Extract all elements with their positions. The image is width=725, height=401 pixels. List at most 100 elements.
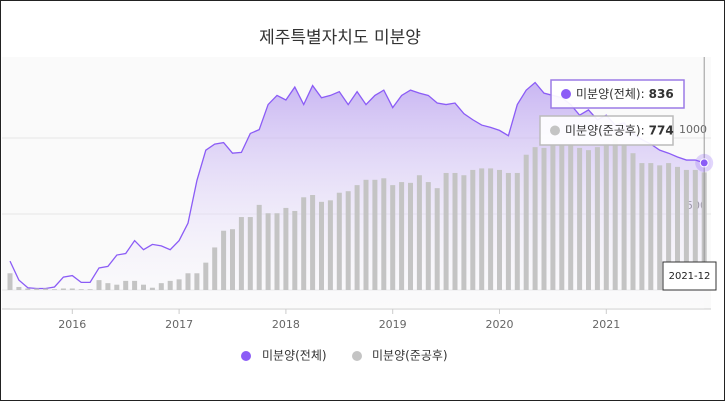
- bar: [176, 279, 182, 290]
- tooltip-value: 774: [649, 123, 674, 137]
- bar: [230, 229, 235, 290]
- legend-swatch: [352, 351, 362, 361]
- bar: [372, 179, 378, 290]
- x-tick-label: 2018: [272, 318, 300, 331]
- bar: [692, 169, 698, 290]
- bar: [132, 280, 138, 290]
- bar: [577, 147, 583, 290]
- tooltip-box: [539, 115, 674, 146]
- bar: [532, 147, 538, 290]
- bar: [586, 150, 591, 290]
- bar: [434, 188, 440, 290]
- tooltip-series: 미분양(준공후): [565, 123, 641, 137]
- bar: [461, 175, 467, 290]
- tooltip-dot: [561, 89, 571, 99]
- bar: [203, 262, 209, 290]
- bar: [7, 273, 13, 290]
- bar: [301, 197, 307, 290]
- bar: [274, 213, 280, 290]
- bar: [256, 204, 262, 290]
- bar: [212, 247, 218, 290]
- bar: [158, 283, 164, 290]
- bar: [675, 166, 680, 290]
- bar: [25, 288, 31, 290]
- bar: [497, 169, 502, 290]
- bar: [336, 192, 342, 290]
- bar: [60, 288, 66, 290]
- tooltip-series: 미분양(전체): [576, 87, 641, 101]
- bar: [514, 172, 520, 290]
- bar: [167, 280, 173, 290]
- bar: [105, 283, 111, 290]
- y-tick-label: 1000: [679, 123, 707, 136]
- bar: [505, 172, 511, 290]
- tooltip-separator: :: [641, 123, 645, 137]
- x-tick-label: 2021: [592, 318, 620, 331]
- bar: [363, 179, 369, 290]
- bar: [399, 182, 405, 290]
- bar: [87, 289, 93, 290]
- bar: [114, 284, 120, 290]
- bar: [345, 191, 351, 290]
- bar: [283, 207, 289, 290]
- tooltip-text: 미분양(준공후): 774: [565, 123, 674, 137]
- bar: [194, 273, 200, 290]
- bar: [470, 169, 476, 290]
- bar: [123, 280, 129, 290]
- tooltip-text: 미분양(전체): 836: [576, 87, 674, 101]
- bar: [630, 153, 636, 290]
- x-tick-label: 2017: [165, 318, 193, 331]
- bar: [381, 178, 387, 290]
- bar: [141, 284, 146, 290]
- bar: [185, 273, 191, 290]
- bar: [52, 289, 57, 290]
- bar: [327, 200, 333, 290]
- bar: [247, 217, 253, 290]
- bar: [425, 182, 431, 290]
- bar: [78, 289, 84, 290]
- bar: [408, 182, 413, 290]
- bar: [541, 147, 547, 290]
- bar: [443, 172, 449, 290]
- bar: [69, 288, 75, 290]
- tooltip-dot: [550, 125, 560, 136]
- legend-label: 미분양(전체): [262, 349, 327, 363]
- legend-swatch: [241, 351, 251, 361]
- bar: [594, 147, 600, 290]
- tooltip-x-box: [662, 261, 717, 291]
- bar: [34, 288, 40, 290]
- bar: [319, 201, 324, 290]
- legend-label: 미분양(준공후): [372, 349, 448, 363]
- bar: [559, 144, 565, 290]
- bar: [479, 168, 485, 290]
- x-tick-label: 2016: [58, 318, 86, 331]
- line: [9, 81, 705, 290]
- tooltip-box: [550, 79, 685, 109]
- bar: [416, 175, 422, 290]
- tooltip-x: 2021-12: [669, 271, 711, 282]
- bar: [452, 172, 458, 290]
- bar: [666, 163, 672, 290]
- bar: [657, 165, 663, 290]
- marker: [699, 158, 709, 168]
- bar: [354, 185, 360, 290]
- bar: [603, 143, 609, 290]
- bar: [683, 169, 689, 290]
- bar: [648, 163, 654, 290]
- legend: 미분양(전체) 미분양(준공후): [241, 349, 448, 363]
- bar: [568, 144, 574, 290]
- bar: [390, 185, 396, 290]
- x-tick-label: 2019: [379, 318, 407, 331]
- bar: [149, 287, 155, 290]
- bar: [621, 144, 627, 290]
- bar: [523, 154, 529, 290]
- bar: [550, 144, 556, 290]
- bar: [96, 280, 102, 290]
- bar: [292, 210, 298, 290]
- tooltip-separator: :: [641, 87, 645, 101]
- bar: [488, 168, 494, 290]
- bar: [639, 163, 645, 290]
- bar: [16, 286, 22, 290]
- chart-title: 제주특별자치도 미분양: [259, 28, 421, 48]
